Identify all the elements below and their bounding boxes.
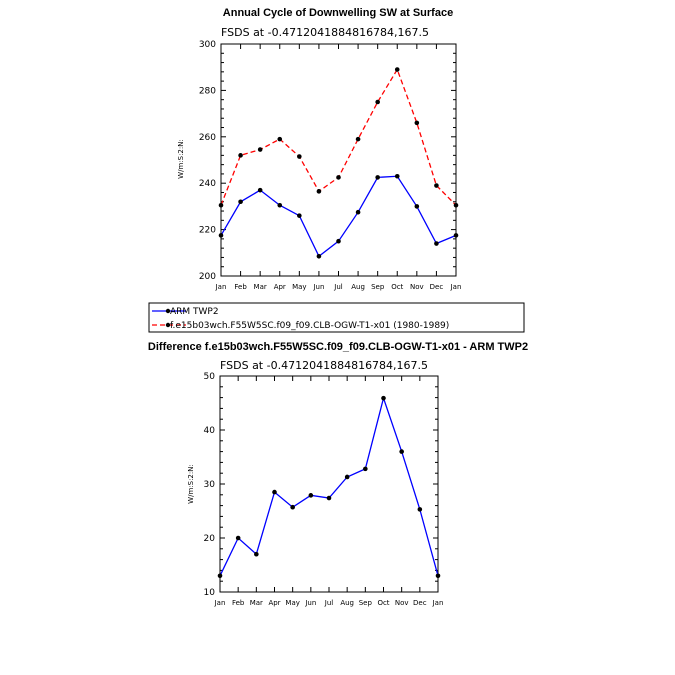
bottom-series-0-point <box>254 551 259 557</box>
bottom-ytick-label: 50 <box>204 372 216 382</box>
top-chart-subtitle: FSDS at -0.4712041884816784,167.5 <box>221 26 429 39</box>
bottom-series-0-point <box>381 395 386 401</box>
bottom-xtick-label: Jan <box>432 599 444 607</box>
legend-marker-model <box>165 322 171 328</box>
bottom-chart-subtitle: FSDS at -0.4712041884816784,167.5 <box>220 359 428 372</box>
bottom-series-0-point <box>235 535 241 541</box>
bottom-xtick-label: Feb <box>232 599 245 607</box>
bottom-chart-ylabel: W/m:S:2:N: <box>187 464 195 504</box>
top-series-1-point <box>434 183 439 188</box>
top-series-1-point <box>218 202 224 208</box>
top-series-1-point <box>375 99 380 105</box>
top-ytick-label: 200 <box>199 272 216 282</box>
top-xtick-label: Aug <box>351 283 365 291</box>
top-xtick-label: Mar <box>254 283 267 291</box>
bottom-ytick-label: 30 <box>204 480 216 490</box>
bottom-xtick-label: Dec <box>413 599 427 607</box>
top-series-1-point <box>316 189 322 194</box>
bottom-xtick-label: May <box>285 599 299 607</box>
bottom-ytick-label: 10 <box>204 588 216 598</box>
top-ytick-label: 240 <box>199 179 216 189</box>
top-series-0-point <box>277 202 283 208</box>
top-ytick-label: 220 <box>199 226 216 236</box>
top-chart-ylabel: W/m:S:2:N: <box>177 139 185 179</box>
bottom-series-0-point <box>217 573 223 579</box>
legend-label-arm: ARM TWP2 <box>170 307 219 317</box>
top-xtick-label: Nov <box>410 283 424 291</box>
top-xtick-label: May <box>292 283 306 291</box>
top-axis-ticks: 200 220 240 260 280 300 Jan Feb Mar Apr May Jun Jul A… <box>199 40 462 291</box>
bottom-axis-ticks: 10 20 30 40 50 Jan Feb Mar Apr May Jun Jul Aug Sep Oct… <box>204 372 444 607</box>
bottom-series-0-point <box>363 466 368 472</box>
bottom-series-0-point <box>417 507 423 512</box>
bottom-series-group <box>217 395 441 579</box>
legend-marker-arm <box>165 308 171 314</box>
top-xtick-label: Dec <box>430 283 444 291</box>
top-xtick-label: Sep <box>371 283 385 291</box>
bottom-ytick-label: 40 <box>204 426 216 436</box>
top-ytick-label: 300 <box>199 40 216 50</box>
legend-box <box>148 302 525 333</box>
bottom-xtick-label: Sep <box>359 599 373 607</box>
top-series-0-point <box>453 233 459 238</box>
bottom-plot-frame <box>219 375 439 593</box>
top-xtick-label: Jan <box>450 283 462 291</box>
top-series-1-point <box>277 136 283 142</box>
bottom-series-0-point <box>435 573 441 579</box>
top-series-0-point <box>316 253 322 259</box>
top-series-group <box>218 67 459 259</box>
top-series-0-point <box>355 209 361 215</box>
top-xtick-label: Apr <box>274 283 286 291</box>
bottom-xtick-label: Jan <box>214 599 226 607</box>
top-ytick-label: 260 <box>199 133 216 143</box>
bottom-xtick-label: Jun <box>304 599 316 607</box>
top-series-0-point <box>257 187 263 193</box>
bottom-xtick-label: Mar <box>250 599 263 607</box>
top-series-1-point <box>336 175 341 180</box>
top-series-1-point <box>297 154 302 159</box>
bottom-xtick-label: Jul <box>324 599 334 607</box>
bottom-series-0-point <box>272 489 277 495</box>
top-chart-title: Annual Cycle of Downwelling SW at Surfac… <box>223 7 453 19</box>
top-series-1-point <box>238 153 243 158</box>
bottom-series-0-point <box>308 493 314 498</box>
top-xtick-label: Jun <box>312 283 324 291</box>
bottom-xtick-label: Aug <box>340 599 354 607</box>
top-xtick-label: Jan <box>215 283 227 291</box>
bottom-series-0-point <box>344 474 350 480</box>
bottom-xtick-label: Apr <box>268 599 280 607</box>
top-series-1-point <box>257 147 263 152</box>
bottom-series-line-0 <box>219 395 439 577</box>
top-series-1-point <box>414 120 420 126</box>
bottom-chart-title: Difference f.e15b03wch.F55W5SC.f09_f09.C… <box>148 341 528 353</box>
bottom-xtick-label: Nov <box>395 599 409 607</box>
top-series-1-point <box>453 202 459 208</box>
top-series-line-0 <box>220 175 457 258</box>
top-series-1-point <box>355 136 361 142</box>
top-series-0-point <box>297 213 302 218</box>
legend-label-model: f.e15b03wch.F55W5SC.f09_f09.CLB-OGW-T1-x… <box>170 321 449 331</box>
top-series-0-point <box>394 173 400 179</box>
top-series-0-point <box>218 233 224 238</box>
bottom-series-0-point <box>399 449 404 454</box>
top-series-line-1 <box>220 68 457 206</box>
top-series-1-point <box>394 67 400 72</box>
top-xtick-label: Feb <box>234 283 247 291</box>
top-xtick-label: Oct <box>391 283 403 291</box>
top-xtick-label: Jul <box>333 283 343 291</box>
top-series-0-point <box>414 204 420 209</box>
top-series-0-point <box>238 199 243 205</box>
bottom-ytick-label: 20 <box>204 534 216 544</box>
top-series-0-point <box>375 175 380 180</box>
bottom-series-0-point <box>326 495 332 501</box>
bottom-xtick-label: Oct <box>377 599 389 607</box>
top-series-0-point <box>336 238 341 244</box>
bottom-series-0-point <box>290 504 295 510</box>
top-series-0-point <box>434 241 439 246</box>
top-ytick-label: 280 <box>199 86 216 96</box>
